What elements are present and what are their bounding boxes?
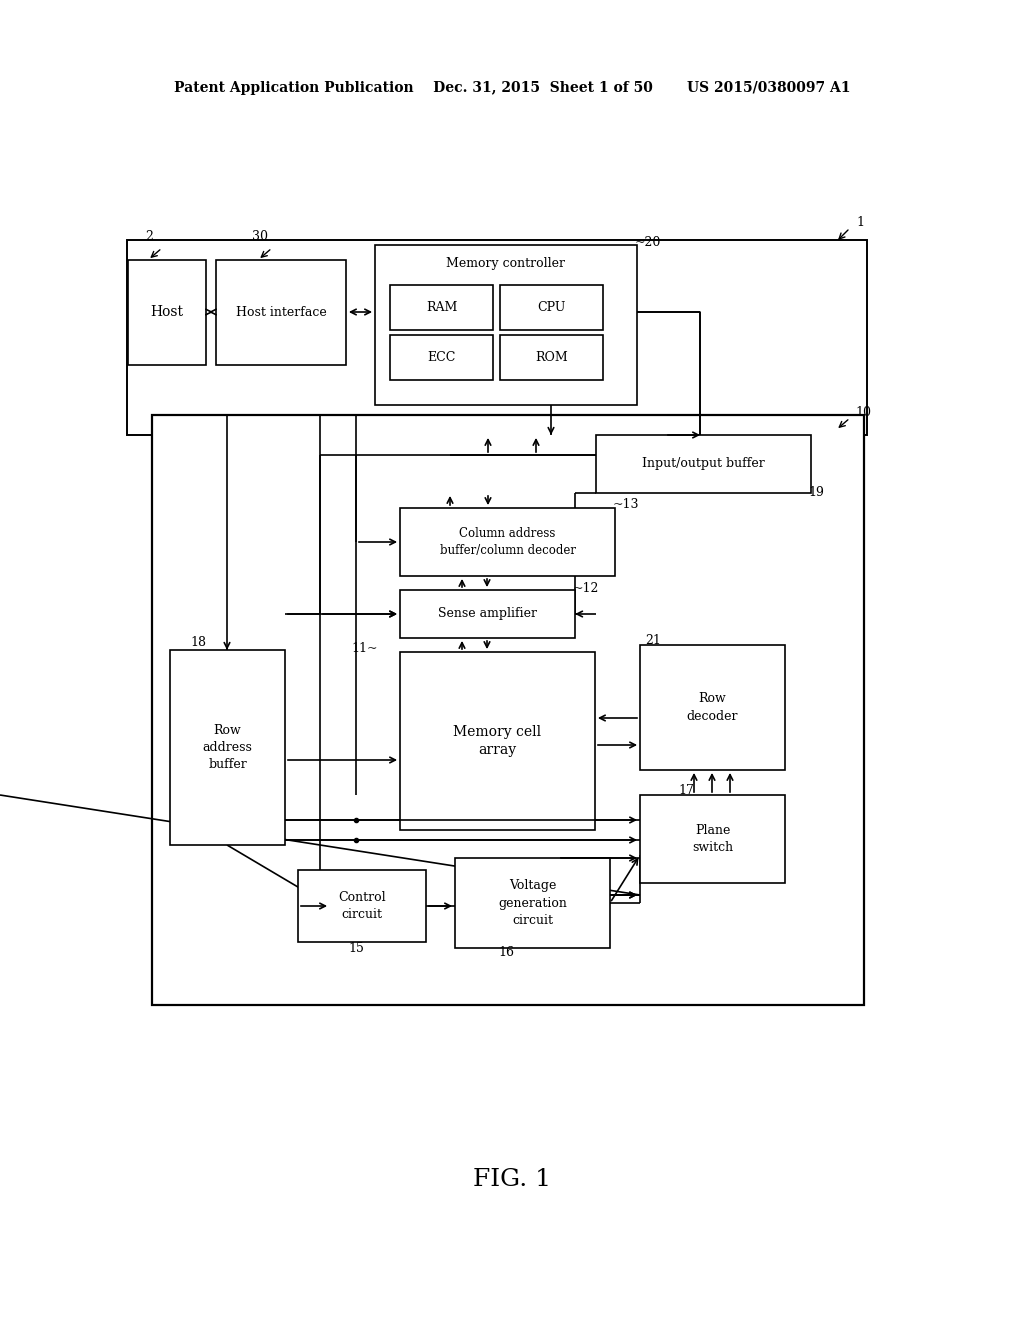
Text: 2: 2 bbox=[145, 231, 153, 243]
Text: Input/output buffer: Input/output buffer bbox=[642, 458, 765, 470]
Text: Row
address
buffer: Row address buffer bbox=[203, 723, 253, 771]
Text: 18: 18 bbox=[190, 636, 206, 649]
Text: ~13: ~13 bbox=[613, 499, 640, 511]
Text: ECC: ECC bbox=[427, 351, 456, 364]
Text: Host interface: Host interface bbox=[236, 306, 327, 319]
Bar bbox=[390, 335, 493, 380]
Bar bbox=[455, 858, 610, 948]
Bar bbox=[640, 795, 785, 883]
Text: 19: 19 bbox=[808, 487, 824, 499]
Text: 15: 15 bbox=[348, 941, 364, 954]
Bar bbox=[375, 246, 637, 405]
Text: Column address
buffer/column decoder: Column address buffer/column decoder bbox=[439, 527, 575, 557]
Text: 11~: 11~ bbox=[351, 642, 378, 655]
Text: ~12: ~12 bbox=[573, 582, 599, 594]
Bar bbox=[500, 335, 603, 380]
Text: 17: 17 bbox=[678, 784, 694, 796]
Bar bbox=[152, 414, 864, 1005]
Text: 30: 30 bbox=[252, 231, 268, 243]
Text: FIG. 1: FIG. 1 bbox=[473, 1168, 551, 1192]
Text: Sense amplifier: Sense amplifier bbox=[438, 607, 537, 620]
Text: Row
decoder: Row decoder bbox=[687, 693, 738, 722]
Text: Memory cell
array: Memory cell array bbox=[454, 725, 542, 758]
Text: Control
circuit: Control circuit bbox=[338, 891, 386, 921]
Text: CPU: CPU bbox=[538, 301, 565, 314]
Text: Plane
switch: Plane switch bbox=[692, 824, 733, 854]
Bar bbox=[640, 645, 785, 770]
Bar bbox=[128, 260, 206, 366]
Text: Patent Application Publication    Dec. 31, 2015  Sheet 1 of 50       US 2015/038: Patent Application Publication Dec. 31, … bbox=[174, 81, 850, 95]
Bar bbox=[400, 508, 615, 576]
Text: Memory controller: Memory controller bbox=[446, 256, 565, 269]
Text: ROM: ROM bbox=[536, 351, 568, 364]
Text: 1: 1 bbox=[856, 215, 864, 228]
Text: RAM: RAM bbox=[426, 301, 457, 314]
Bar bbox=[400, 652, 595, 830]
Bar bbox=[298, 870, 426, 942]
Bar bbox=[500, 285, 603, 330]
Text: ~20: ~20 bbox=[635, 236, 662, 249]
Text: Host: Host bbox=[151, 305, 183, 319]
Bar bbox=[390, 285, 493, 330]
Bar bbox=[216, 260, 346, 366]
Bar bbox=[170, 649, 285, 845]
Text: Voltage
generation
circuit: Voltage generation circuit bbox=[498, 879, 567, 927]
Bar bbox=[400, 590, 575, 638]
Text: 21: 21 bbox=[645, 634, 660, 647]
Bar bbox=[127, 240, 867, 436]
Bar bbox=[596, 436, 811, 492]
Text: 16: 16 bbox=[498, 946, 514, 960]
Text: 10: 10 bbox=[855, 405, 871, 418]
